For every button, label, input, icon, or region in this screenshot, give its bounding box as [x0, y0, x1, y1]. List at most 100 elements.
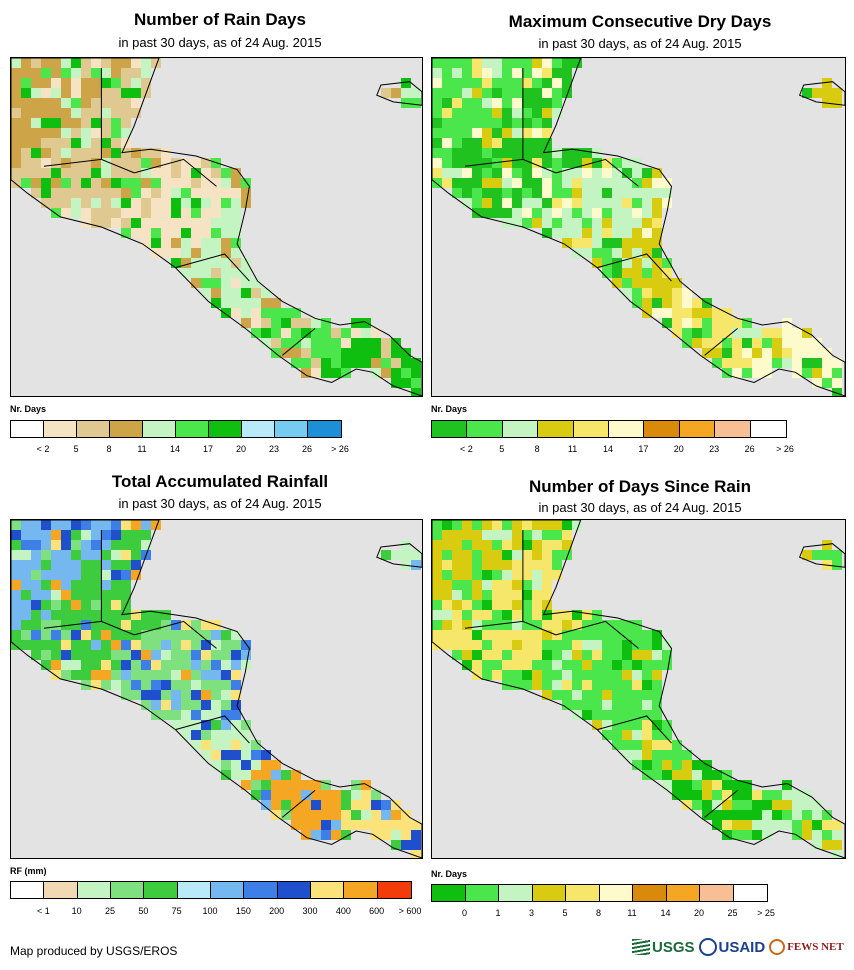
legend-swatch: [750, 421, 786, 437]
legend-tick-label: 11: [567, 444, 578, 454]
map-rain-days: [10, 57, 423, 397]
panel-title: Number of Rain Days: [134, 10, 306, 29]
legend-swatch: [599, 885, 633, 901]
map-canvas: [432, 520, 845, 858]
legend-bar-dry-days: [431, 420, 787, 438]
legend-swatch: [465, 885, 499, 901]
legend-swatch: [176, 421, 209, 437]
land-cells: [432, 520, 842, 858]
legend-unit: Nr. Days: [431, 869, 468, 879]
legend-swatch: [310, 882, 345, 898]
country-border: [281, 790, 316, 818]
legend-tick-label: 5: [562, 908, 568, 918]
legend-swatch: [432, 421, 468, 437]
legend-tick-label: 50: [138, 906, 149, 916]
map-canvas: [432, 58, 845, 396]
legend-tick-label: 11: [627, 908, 637, 918]
usaid-seal-icon: [698, 938, 717, 956]
coastline: [432, 520, 845, 858]
legend-bar-days-since-rain: [431, 884, 768, 902]
panel-subtitle: in past 30 days, as of 24 Aug. 2015: [538, 36, 742, 51]
country-border: [704, 328, 738, 356]
panel-title: Maximum Consecutive Dry Days: [508, 12, 772, 31]
island-outline: [376, 543, 422, 568]
legend-tick-label: 25: [104, 906, 116, 916]
legend-tick-label: 23: [268, 444, 280, 454]
legend-swatch: [143, 421, 176, 437]
legend-swatch: [308, 421, 341, 437]
legend-tick-label: < 2: [460, 444, 473, 454]
legend-tick-label: > 25: [757, 908, 775, 918]
legend-tick-label: 14: [660, 908, 671, 918]
country-border: [43, 620, 135, 636]
country-border: [597, 253, 672, 282]
legend-ticks: < 2 5 8 11 14 17 20 23 26 > 26: [10, 444, 349, 456]
legend-tick-label: 20: [693, 908, 705, 918]
map-canvas: [11, 58, 422, 396]
fewsnet-seal-icon: [769, 939, 786, 955]
legend-tick-label: 8: [106, 444, 112, 454]
legend-swatch: [77, 882, 111, 898]
legend-tick-label: 300: [302, 906, 318, 916]
legend-swatch: [715, 421, 751, 437]
country-border: [134, 158, 217, 187]
legend-tick-label: 23: [709, 444, 720, 454]
credit-text: Map produced by USGS/EROS: [10, 944, 178, 958]
legend-swatch: [566, 885, 600, 901]
legend-swatch: [44, 882, 78, 898]
country-border: [281, 328, 316, 356]
legend-swatch: [244, 882, 278, 898]
land-cells: [432, 58, 842, 396]
usaid-logo-text: USAID: [718, 938, 766, 956]
legend-tick-label: 400: [335, 906, 351, 916]
legend-tick-label: 0: [461, 908, 468, 918]
legend-swatch: [144, 882, 178, 898]
legend-swatch: [573, 421, 609, 437]
legend-ticks: < 2 5 8 11 14 17 20 23 26 > 26: [431, 444, 794, 456]
usgs-logo: USGS: [632, 939, 695, 956]
legend-swatch: [499, 885, 533, 901]
legend-unit: RF (mm): [10, 866, 47, 876]
legend-tick-label: 8: [595, 908, 602, 918]
legend-swatch: [11, 882, 45, 898]
usgs-wave-icon: [632, 939, 650, 955]
land-cells: [11, 58, 421, 396]
legend-tick-label: 10: [71, 906, 82, 916]
legend-swatch: [344, 882, 378, 898]
island-outline: [798, 81, 845, 106]
legend-tick-label: > 26: [331, 444, 349, 454]
country-border: [555, 620, 639, 649]
legend-tick-label: 600: [369, 906, 385, 916]
legend-swatch: [277, 882, 311, 898]
country-border: [464, 620, 557, 636]
legend-swatch: [666, 885, 700, 901]
legend-ticks: 0 1 3 5 8 11 14 20 25 > 25: [431, 908, 775, 920]
legend-swatch: [377, 882, 411, 898]
legend-swatch: [608, 421, 645, 437]
legend-tick-label: 1: [495, 908, 501, 918]
legend-tick-label: 5: [73, 444, 79, 454]
legend-swatch: [177, 882, 211, 898]
legend-tick-label: 14: [169, 444, 181, 454]
usgs-logo-text: USGS: [652, 938, 695, 956]
legend-swatch: [77, 421, 110, 437]
legend-tick-label: 25: [727, 908, 738, 918]
legend-swatch: [538, 421, 574, 437]
country-border: [704, 790, 738, 818]
legend-tick-label: 8: [534, 444, 540, 454]
legend-bar-rain-days: [10, 420, 342, 438]
panel-title: Number of Days Since Rain: [528, 477, 751, 496]
legend-unit: Nr. Days: [10, 404, 47, 414]
fewsnet-logo: FEWS NET: [769, 939, 844, 955]
island-outline: [798, 543, 845, 568]
coastline: [11, 58, 422, 396]
legend-tick-label: < 2: [36, 444, 50, 454]
panel-subtitle: in past 30 days, as of 24 Aug. 2015: [118, 35, 322, 50]
map-dry-days: [431, 57, 846, 397]
legend-tick-label: 150: [235, 906, 251, 916]
island-outline: [376, 81, 422, 106]
panel-title: Total Accumulated Rainfall: [111, 472, 329, 491]
coastline: [11, 520, 422, 858]
legend-tick-label: 20: [235, 444, 247, 454]
legend-swatch: [467, 421, 503, 437]
